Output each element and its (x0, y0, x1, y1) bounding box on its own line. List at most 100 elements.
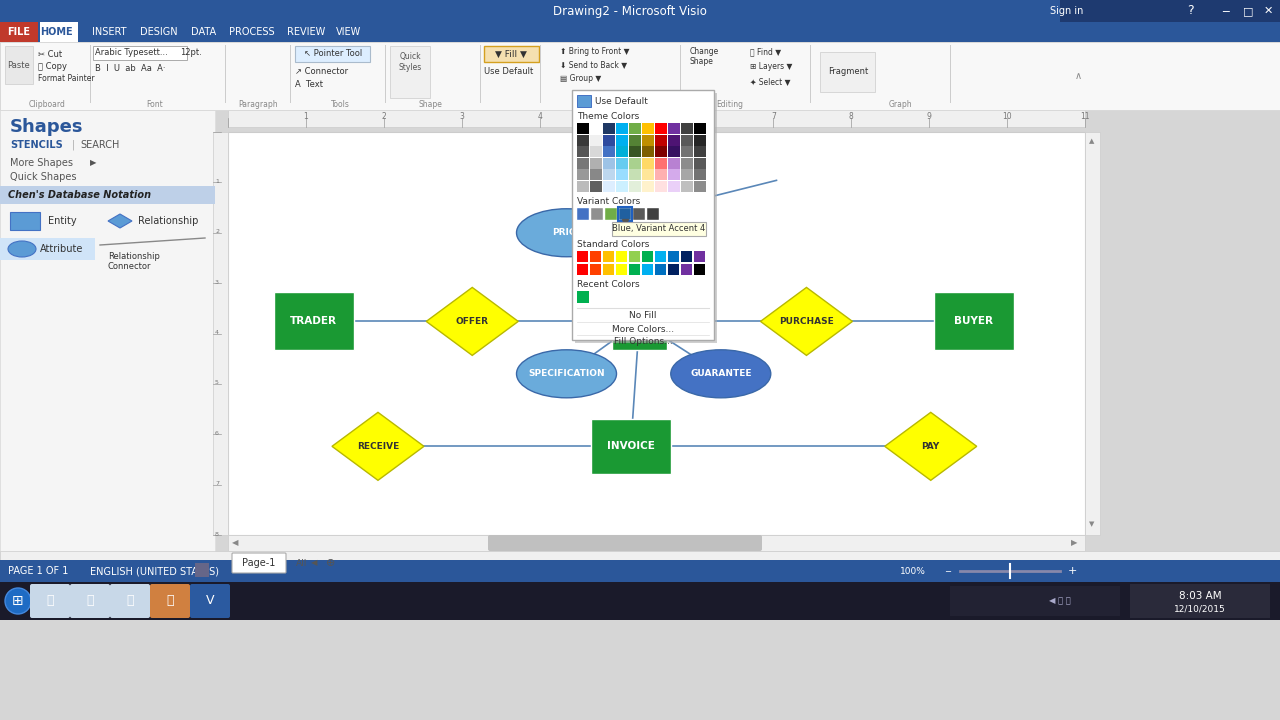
FancyBboxPatch shape (616, 158, 628, 168)
FancyBboxPatch shape (628, 135, 641, 145)
Text: Theme Colors: Theme Colors (577, 112, 639, 121)
FancyBboxPatch shape (575, 93, 717, 343)
FancyBboxPatch shape (603, 169, 614, 180)
Polygon shape (108, 214, 132, 228)
Text: PRICE: PRICE (552, 228, 581, 238)
FancyBboxPatch shape (605, 208, 617, 220)
FancyBboxPatch shape (616, 135, 628, 145)
Text: ▶: ▶ (90, 158, 96, 167)
Text: |: | (72, 140, 76, 150)
FancyBboxPatch shape (228, 132, 1085, 535)
Polygon shape (884, 413, 977, 480)
Text: 1: 1 (215, 179, 219, 184)
Text: Shapes: Shapes (10, 118, 83, 136)
Text: ⊞ Layers ▼: ⊞ Layers ▼ (750, 62, 792, 71)
FancyBboxPatch shape (590, 135, 602, 145)
FancyBboxPatch shape (390, 46, 430, 98)
FancyBboxPatch shape (950, 586, 1120, 616)
FancyBboxPatch shape (189, 584, 230, 618)
Text: Relationship: Relationship (138, 216, 198, 226)
FancyBboxPatch shape (694, 169, 707, 180)
Text: A  Text: A Text (294, 80, 323, 89)
FancyBboxPatch shape (484, 46, 539, 62)
Text: More Shapes: More Shapes (10, 158, 73, 168)
Text: Use Default: Use Default (595, 96, 648, 106)
FancyBboxPatch shape (646, 208, 659, 220)
FancyBboxPatch shape (612, 222, 707, 236)
FancyBboxPatch shape (634, 208, 645, 220)
Text: ─: ─ (1221, 6, 1229, 16)
FancyBboxPatch shape (643, 158, 654, 168)
FancyBboxPatch shape (620, 208, 631, 220)
FancyBboxPatch shape (681, 123, 692, 134)
Text: ✂ Cut: ✂ Cut (38, 50, 63, 59)
Text: +: + (1068, 566, 1076, 576)
Text: V: V (206, 595, 214, 608)
FancyBboxPatch shape (643, 135, 654, 145)
FancyBboxPatch shape (603, 123, 614, 134)
FancyBboxPatch shape (681, 169, 692, 180)
FancyBboxPatch shape (694, 158, 707, 168)
FancyBboxPatch shape (195, 563, 209, 577)
FancyBboxPatch shape (655, 146, 667, 157)
Text: Quick
Styles: Quick Styles (398, 53, 421, 72)
Text: Graph: Graph (888, 100, 911, 109)
Ellipse shape (5, 588, 31, 614)
Text: 7: 7 (771, 112, 776, 121)
Text: INSERT: INSERT (92, 27, 127, 37)
FancyBboxPatch shape (655, 251, 666, 262)
Text: SEARCH: SEARCH (79, 140, 119, 150)
FancyBboxPatch shape (590, 251, 602, 262)
FancyBboxPatch shape (70, 584, 110, 618)
Text: 7: 7 (215, 481, 219, 486)
FancyBboxPatch shape (488, 535, 762, 551)
FancyBboxPatch shape (590, 264, 602, 275)
FancyBboxPatch shape (668, 135, 680, 145)
FancyBboxPatch shape (655, 158, 667, 168)
Text: Page-1: Page-1 (242, 558, 275, 568)
FancyBboxPatch shape (628, 264, 640, 275)
FancyBboxPatch shape (616, 169, 628, 180)
Text: Arabic Typesett...: Arabic Typesett... (95, 48, 168, 57)
Text: FILE: FILE (8, 27, 31, 37)
FancyBboxPatch shape (577, 181, 589, 192)
Text: 5: 5 (215, 380, 219, 385)
Text: 8:03 AM: 8:03 AM (1179, 591, 1221, 601)
FancyBboxPatch shape (628, 146, 641, 157)
Text: 12/10/2015: 12/10/2015 (1174, 604, 1226, 613)
Text: 4: 4 (215, 330, 219, 335)
FancyBboxPatch shape (1085, 132, 1100, 535)
FancyBboxPatch shape (591, 419, 671, 474)
FancyBboxPatch shape (655, 264, 666, 275)
Text: Relationship
Connector: Relationship Connector (108, 252, 160, 271)
FancyBboxPatch shape (643, 181, 654, 192)
FancyBboxPatch shape (1130, 584, 1270, 618)
Text: ◀ 🔊 💬: ◀ 🔊 💬 (1050, 596, 1071, 606)
Text: SPECIFICATION: SPECIFICATION (529, 369, 605, 378)
Text: STENCILS: STENCILS (10, 140, 63, 150)
Text: Quick Shapes: Quick Shapes (10, 172, 77, 182)
FancyBboxPatch shape (572, 90, 714, 340)
FancyBboxPatch shape (0, 22, 1280, 42)
Text: Tools: Tools (330, 100, 349, 109)
FancyBboxPatch shape (0, 0, 1280, 22)
FancyBboxPatch shape (643, 251, 653, 262)
FancyBboxPatch shape (628, 181, 641, 192)
Text: ?: ? (1187, 4, 1193, 17)
FancyBboxPatch shape (655, 135, 667, 145)
FancyBboxPatch shape (603, 158, 614, 168)
Text: Entity: Entity (49, 216, 77, 226)
Text: PROCESS: PROCESS (229, 27, 274, 37)
Text: 🎵: 🎵 (166, 595, 174, 608)
FancyBboxPatch shape (628, 251, 640, 262)
Text: 6: 6 (215, 431, 219, 436)
FancyBboxPatch shape (681, 264, 692, 275)
FancyBboxPatch shape (694, 123, 707, 134)
FancyBboxPatch shape (228, 535, 1085, 551)
FancyBboxPatch shape (668, 251, 678, 262)
FancyBboxPatch shape (591, 208, 603, 220)
FancyBboxPatch shape (694, 181, 707, 192)
Text: 9: 9 (927, 112, 932, 121)
FancyBboxPatch shape (0, 551, 1280, 576)
Text: ▼: ▼ (1089, 521, 1094, 527)
